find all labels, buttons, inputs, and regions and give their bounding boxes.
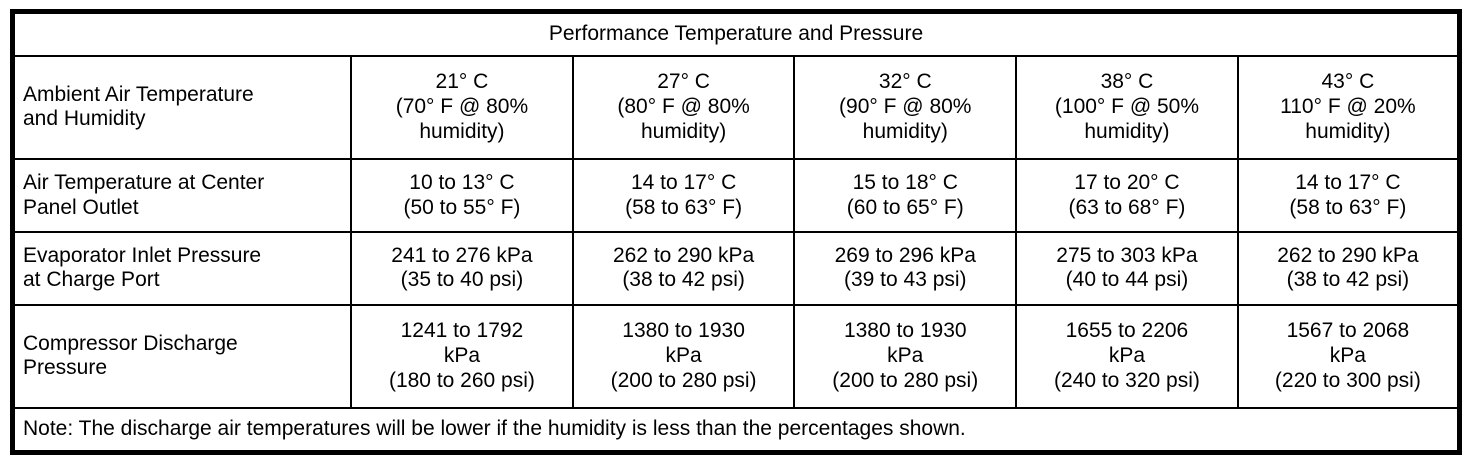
table-row: Evaporator Inlet Pressure at Charge Port… [11, 230, 1461, 306]
table-cell: 10 to 13° C (50 to 55° F) [350, 158, 574, 233]
table-cell: 275 to 303 kPa (40 to 44 psi) [1015, 230, 1239, 306]
table-cell: 1241 to 1792 kPa (180 to 260 psi) [350, 303, 574, 410]
table-note-row: Note: The discharge air temperatures wil… [11, 407, 1461, 454]
row-label-air-temp-outlet: Air Temperature at Center Panel Outlet [11, 158, 353, 233]
table-cell: 1380 to 1930 kPa (200 to 280 psi) [793, 303, 1018, 410]
row-label-evaporator-inlet: Evaporator Inlet Pressure at Charge Port [11, 230, 353, 306]
table-note: Note: The discharge air temperatures wil… [11, 407, 1461, 454]
table-cell: 14 to 17° C (58 to 63° F) [1236, 158, 1461, 233]
table-title-row: Performance Temperature and Pressure [11, 10, 1461, 57]
table-title: Performance Temperature and Pressure [11, 10, 1461, 57]
table-cell: 43° C 110° F @ 20% humidity) [1236, 54, 1461, 161]
table-cell: 269 to 296 kPa (39 to 43 psi) [793, 230, 1018, 306]
table-cell: 27° C (80° F @ 80% humidity) [571, 54, 796, 161]
row-label-compressor-discharge: Compressor Discharge Pressure [11, 303, 353, 410]
table-cell: 262 to 290 kPa (38 to 42 psi) [1236, 230, 1461, 306]
table-cell: 1567 to 2068 kPa (220 to 300 psi) [1236, 303, 1461, 410]
table-cell: 1655 to 2206 kPa (240 to 320 psi) [1015, 303, 1239, 410]
table-cell: 38° C (100° F @ 50% humidity) [1015, 54, 1239, 161]
table-cell: 32° C (90° F @ 80% humidity) [793, 54, 1018, 161]
table-cell: 262 to 290 kPa (38 to 42 psi) [571, 230, 796, 306]
table-cell: 1380 to 1930 kPa (200 to 280 psi) [571, 303, 796, 410]
table-row: Air Temperature at Center Panel Outlet 1… [11, 158, 1461, 233]
table-row: Ambient Air Temperature and Humidity 21°… [11, 54, 1461, 161]
table-cell: 17 to 20° C (63 to 68° F) [1015, 158, 1239, 233]
table-row: Compressor Discharge Pressure 1241 to 17… [11, 303, 1461, 410]
table-cell: 21° C (70° F @ 80% humidity) [350, 54, 574, 161]
table-cell: 241 to 276 kPa (35 to 40 psi) [350, 230, 574, 306]
table-cell: 15 to 18° C (60 to 65° F) [793, 158, 1018, 233]
row-label-ambient-air: Ambient Air Temperature and Humidity [11, 54, 353, 161]
table-cell: 14 to 17° C (58 to 63° F) [571, 158, 796, 233]
performance-table: Performance Temperature and Pressure Amb… [10, 9, 1462, 455]
